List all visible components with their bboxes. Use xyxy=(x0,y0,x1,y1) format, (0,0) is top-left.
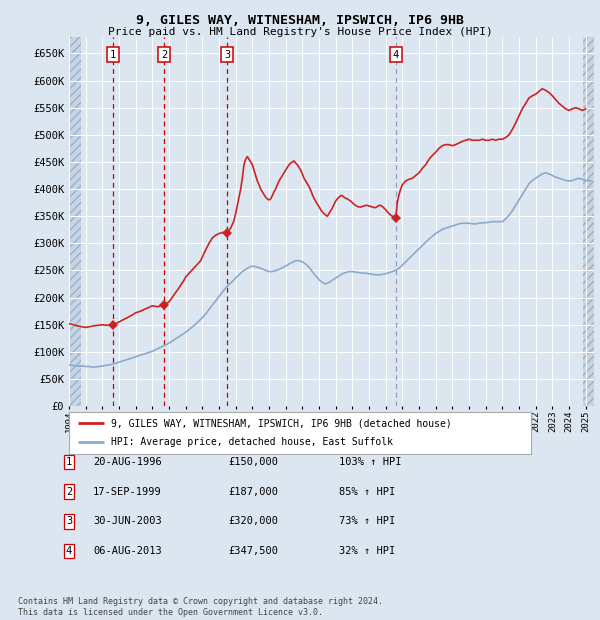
Text: 30-JUN-2003: 30-JUN-2003 xyxy=(93,516,162,526)
Text: £347,500: £347,500 xyxy=(228,546,278,556)
Text: 1: 1 xyxy=(110,50,116,60)
Text: 2: 2 xyxy=(161,50,167,60)
Text: £150,000: £150,000 xyxy=(228,457,278,467)
Text: 2: 2 xyxy=(66,487,72,497)
Text: 4: 4 xyxy=(392,50,399,60)
Text: 73% ↑ HPI: 73% ↑ HPI xyxy=(339,516,395,526)
Text: Price paid vs. HM Land Registry's House Price Index (HPI): Price paid vs. HM Land Registry's House … xyxy=(107,27,493,37)
Text: 17-SEP-1999: 17-SEP-1999 xyxy=(93,487,162,497)
Text: 85% ↑ HPI: 85% ↑ HPI xyxy=(339,487,395,497)
Text: £187,000: £187,000 xyxy=(228,487,278,497)
Text: 20-AUG-1996: 20-AUG-1996 xyxy=(93,457,162,467)
Text: HPI: Average price, detached house, East Suffolk: HPI: Average price, detached house, East… xyxy=(110,438,392,448)
Text: Contains HM Land Registry data © Crown copyright and database right 2024.
This d: Contains HM Land Registry data © Crown c… xyxy=(18,598,383,617)
Text: 103% ↑ HPI: 103% ↑ HPI xyxy=(339,457,401,467)
Bar xyxy=(69,37,80,406)
Text: 9, GILES WAY, WITNESHAM, IPSWICH, IP6 9HB (detached house): 9, GILES WAY, WITNESHAM, IPSWICH, IP6 9H… xyxy=(110,418,451,428)
Text: 3: 3 xyxy=(66,516,72,526)
Text: 32% ↑ HPI: 32% ↑ HPI xyxy=(339,546,395,556)
Bar xyxy=(583,37,594,406)
Text: 06-AUG-2013: 06-AUG-2013 xyxy=(93,546,162,556)
Text: 4: 4 xyxy=(66,546,72,556)
Text: 1: 1 xyxy=(66,457,72,467)
Text: £320,000: £320,000 xyxy=(228,516,278,526)
Text: 9, GILES WAY, WITNESHAM, IPSWICH, IP6 9HB: 9, GILES WAY, WITNESHAM, IPSWICH, IP6 9H… xyxy=(136,14,464,27)
Text: 3: 3 xyxy=(224,50,230,60)
